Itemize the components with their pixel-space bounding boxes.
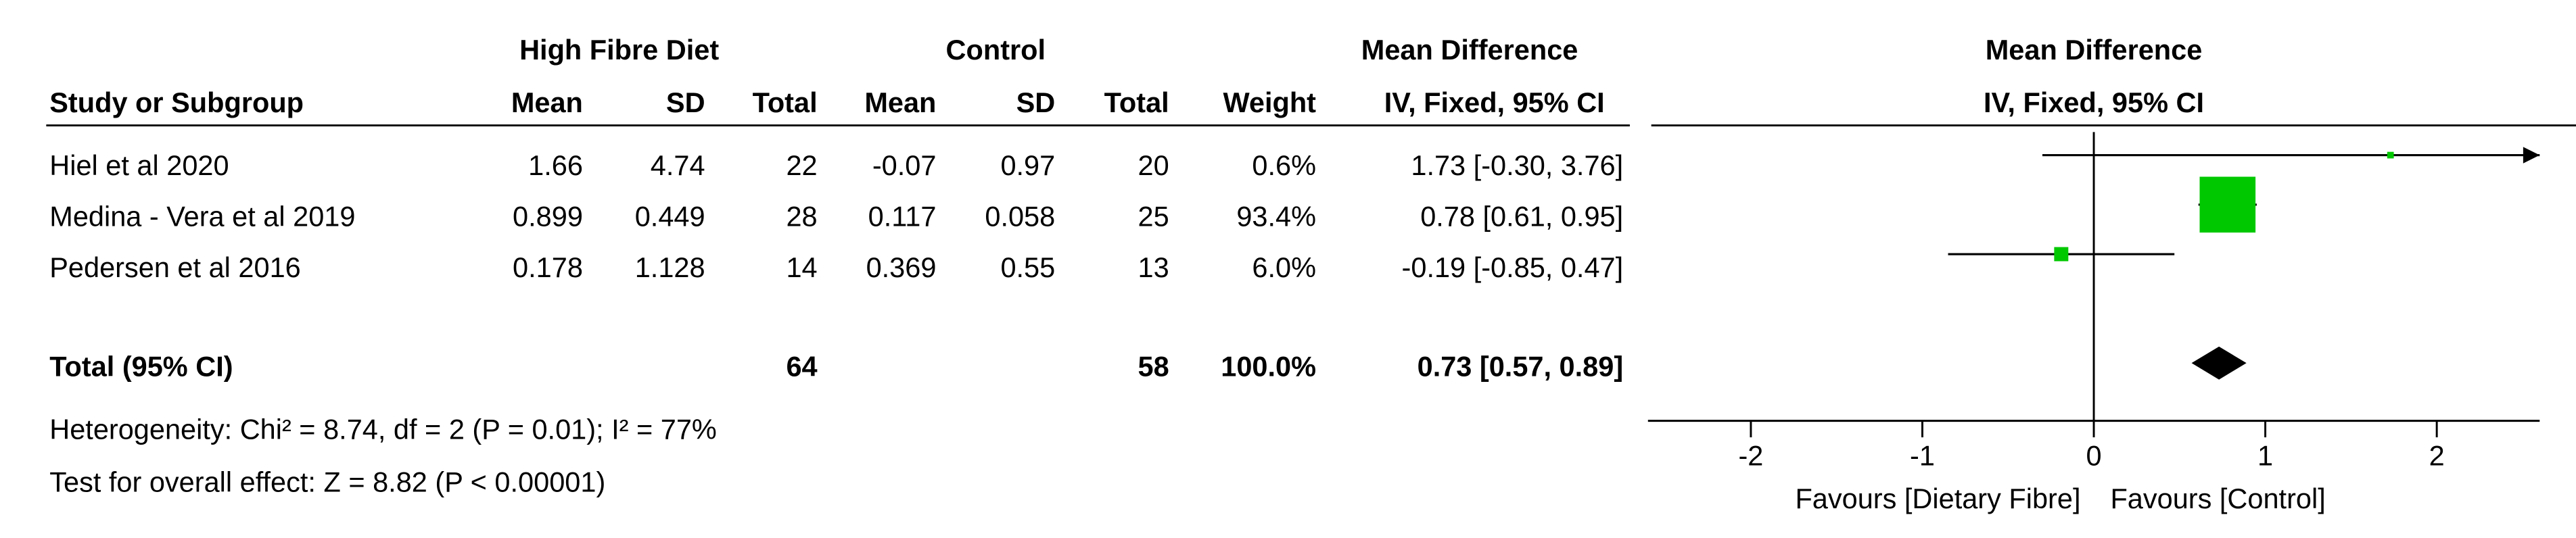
total-ci-label: 0.73 [0.57, 0.89] [1418, 351, 1624, 383]
x-tick-label: -2 [1738, 440, 1763, 472]
plot-title: Mean Difference [1986, 34, 2203, 66]
column-header: SD [666, 87, 705, 118]
favours-right: Favours [Control] [2110, 483, 2325, 514]
column-header: Study or Subgroup [49, 87, 304, 118]
total-value: 100.0% [1221, 351, 1316, 383]
ci-label: 1.73 [-0.30, 3.76] [1411, 149, 1623, 181]
study-value: 0.449 [635, 201, 705, 233]
total-name: Total (95% CI) [49, 351, 233, 383]
group-header: Control [946, 34, 1046, 66]
study-value: 93.4% [1236, 201, 1316, 233]
x-tick-label: 0 [2086, 440, 2101, 472]
column-header: Total [1104, 87, 1169, 118]
study-value: 25 [1138, 201, 1169, 233]
study-value: 1.128 [635, 251, 705, 283]
x-tick-label: 1 [2257, 440, 2273, 472]
study-value: 0.117 [868, 201, 937, 233]
x-tick-label: -1 [1910, 440, 1935, 472]
study-value: 0.6% [1252, 149, 1316, 181]
study-value: 6.0% [1252, 251, 1316, 283]
study-name: Medina - Vera et al 2019 [49, 201, 355, 233]
ci-label: 0.78 [0.61, 0.95] [1420, 201, 1623, 233]
study-value: 22 [786, 149, 817, 181]
ci-arrow [2523, 147, 2540, 164]
total-value: 58 [1138, 351, 1169, 383]
column-header: IV, Fixed, 95% CI [1384, 87, 1605, 118]
study-name: Hiel et al 2020 [49, 149, 229, 181]
study-value: 4.74 [651, 149, 705, 181]
study-square [2199, 176, 2256, 233]
study-value: 1.66 [528, 149, 583, 181]
study-value: 0.899 [513, 201, 583, 233]
column-header: Mean [511, 87, 583, 118]
total-value: 64 [786, 351, 817, 383]
ci-label: -0.19 [-0.85, 0.47] [1402, 251, 1624, 283]
column-header: Total [753, 87, 818, 118]
study-square [2054, 247, 2069, 262]
study-value: 0.178 [513, 251, 583, 283]
heterogeneity: Heterogeneity: Chi² = 8.74, df = 2 (P = … [49, 413, 717, 445]
study-square [2387, 151, 2394, 159]
study-value: 20 [1138, 149, 1169, 181]
column-header: Weight [1223, 87, 1316, 118]
study-value: 13 [1138, 251, 1169, 283]
study-value: 28 [786, 201, 817, 233]
study-value: 14 [786, 251, 817, 283]
overall-effect: Test for overall effect: Z = 8.82 (P < 0… [49, 466, 605, 498]
x-tick-label: 2 [2429, 440, 2445, 472]
column-header: SD [1016, 87, 1056, 118]
favours-left: Favours [Dietary Fibre] [1795, 483, 2080, 514]
group-header: High Fibre Diet [519, 34, 719, 66]
study-value: 0.369 [866, 251, 937, 283]
column-header: Mean [864, 87, 936, 118]
study-value: 0.97 [1000, 149, 1055, 181]
study-value: -0.07 [872, 149, 937, 181]
effect-header: Mean Difference [1361, 34, 1578, 66]
study-value: 0.55 [1000, 251, 1055, 283]
study-value: 0.058 [985, 201, 1055, 233]
study-name: Pedersen et al 2016 [49, 251, 300, 283]
plot-subtitle: IV, Fixed, 95% CI [1984, 87, 2204, 118]
